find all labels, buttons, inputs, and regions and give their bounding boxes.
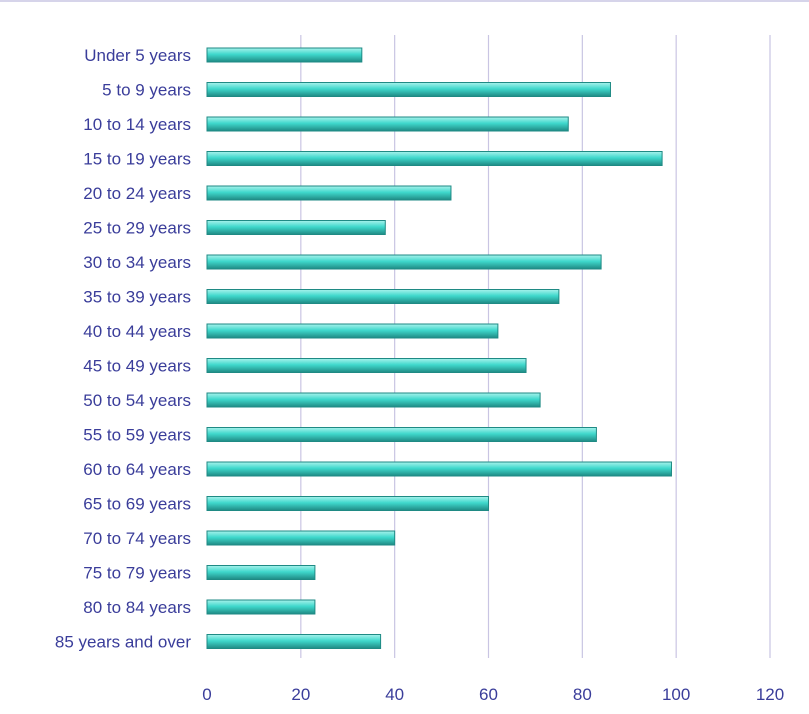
bar <box>206 461 672 477</box>
bar <box>206 565 316 580</box>
bar <box>206 220 386 235</box>
category-label: 35 to 39 years <box>83 288 191 307</box>
category-label: 55 to 59 years <box>83 426 191 445</box>
bar <box>206 47 363 63</box>
category-label: 40 to 44 years <box>83 322 191 341</box>
bar <box>206 289 560 304</box>
x-tick-label: 60 <box>479 685 498 704</box>
category-label: 20 to 24 years <box>83 184 191 203</box>
category-label: 50 to 54 years <box>83 391 191 410</box>
category-label: 80 to 84 years <box>83 598 191 617</box>
bar <box>206 151 663 166</box>
category-label: 65 to 69 years <box>83 495 191 514</box>
x-tick-label: 120 <box>756 685 784 704</box>
x-tick-label: 100 <box>662 685 690 704</box>
category-labels: Under 5 years 5 to 9 years 10 to 14 years 1… <box>55 46 191 652</box>
gridlines <box>300 35 771 658</box>
bar <box>206 427 597 442</box>
category-label: 60 to 64 years <box>83 460 191 479</box>
category-label: 45 to 49 years <box>83 357 191 376</box>
bars <box>206 47 672 649</box>
category-label: 85 years and over <box>55 633 191 652</box>
category-label: 15 to 19 years <box>83 150 191 169</box>
bar <box>206 530 396 546</box>
category-label: 75 to 79 years <box>83 564 191 583</box>
bar <box>206 254 602 270</box>
x-tick-label: 40 <box>385 685 404 704</box>
x-tick-label: 80 <box>573 685 592 704</box>
category-label: 5 to 9 years <box>102 81 191 100</box>
bar <box>206 116 569 132</box>
bar <box>206 323 499 339</box>
x-tick-label: 0 <box>202 685 211 704</box>
bar <box>206 82 611 97</box>
bar <box>206 599 316 615</box>
bar <box>206 358 527 373</box>
category-label: 10 to 14 years <box>83 115 191 134</box>
category-label: 25 to 29 years <box>83 219 191 238</box>
category-label: 70 to 74 years <box>83 529 191 548</box>
bar <box>206 634 382 649</box>
bar <box>206 392 541 408</box>
bar <box>206 185 452 201</box>
category-label: 30 to 34 years <box>83 253 191 272</box>
x-axis-tick-labels: 0 20 40 60 80 100 120 <box>202 685 784 704</box>
bar <box>206 496 489 511</box>
x-tick-label: 20 <box>291 685 310 704</box>
category-label: Under 5 years <box>84 46 191 65</box>
